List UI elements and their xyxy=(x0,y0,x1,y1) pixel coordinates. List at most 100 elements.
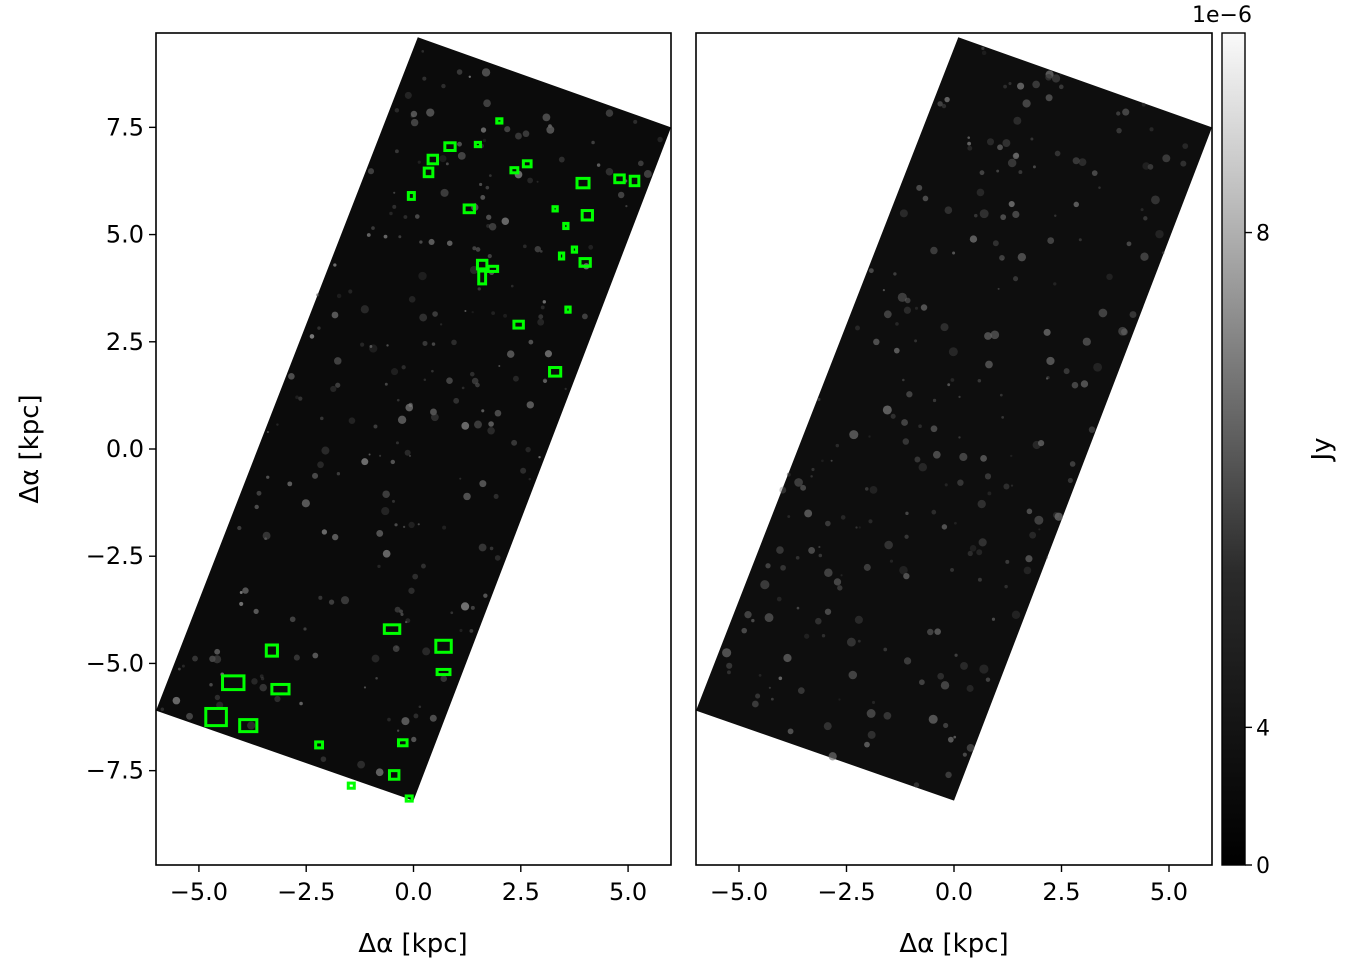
emission-blob xyxy=(958,395,961,399)
emission-blob xyxy=(914,456,921,463)
emission-blob xyxy=(990,330,1000,340)
emission-blob xyxy=(478,543,487,552)
colorbar-gradient xyxy=(1221,32,1246,866)
emission-blob xyxy=(979,170,985,176)
emission-blob xyxy=(392,204,397,209)
region-box xyxy=(382,623,402,635)
emission-blob xyxy=(811,467,815,472)
emission-blob xyxy=(768,686,771,689)
emission-blob xyxy=(287,481,293,487)
emission-blob xyxy=(950,378,955,382)
region-box xyxy=(564,305,572,314)
emission-blob xyxy=(431,342,436,346)
emission-blob xyxy=(1010,454,1013,458)
emission-blob xyxy=(460,602,470,611)
emission-blob xyxy=(536,180,539,183)
region-box xyxy=(434,638,453,654)
region-box xyxy=(580,209,594,222)
region-box xyxy=(475,258,489,271)
emission-blob xyxy=(414,214,420,219)
emission-blob xyxy=(526,401,534,409)
emission-blob xyxy=(381,506,390,516)
emission-blob xyxy=(470,605,475,610)
emission-blob xyxy=(928,714,938,724)
emission-blob xyxy=(1116,127,1122,134)
emission-blob xyxy=(973,213,978,218)
emission-blob xyxy=(591,140,595,145)
emission-blob xyxy=(1004,584,1008,589)
emission-blob xyxy=(421,563,426,569)
emission-blob xyxy=(247,721,256,730)
emission-blob xyxy=(375,676,378,680)
emission-blob xyxy=(903,306,912,314)
emission-blob xyxy=(515,132,522,140)
emission-blob xyxy=(985,360,993,369)
emission-blob xyxy=(1037,440,1045,447)
emission-blob xyxy=(944,206,953,215)
x-tick-label: 0.0 xyxy=(935,878,973,906)
emission-blob xyxy=(1010,484,1014,487)
emission-blob xyxy=(391,368,399,376)
emission-blob xyxy=(797,687,805,694)
emission-blob xyxy=(239,601,244,606)
emission-blob xyxy=(997,287,1000,290)
emission-blob xyxy=(830,459,833,462)
emission-blob xyxy=(546,125,555,134)
region-box xyxy=(512,319,525,330)
emission-blob xyxy=(866,709,876,718)
emission-blob xyxy=(192,655,198,662)
emission-blob xyxy=(312,472,319,479)
emission-blob xyxy=(558,156,565,163)
emission-blob xyxy=(186,712,193,720)
emission-blob xyxy=(538,455,541,459)
emission-blob xyxy=(396,729,400,732)
emission-blob xyxy=(954,653,958,657)
emission-blob xyxy=(430,408,437,416)
emission-blob xyxy=(751,700,759,708)
emission-blob xyxy=(913,782,920,788)
emission-blob xyxy=(821,459,824,463)
emission-blob xyxy=(940,681,950,690)
emission-blob xyxy=(494,555,501,561)
emission-blob xyxy=(402,525,406,529)
emission-blob xyxy=(371,226,375,230)
emission-blob xyxy=(903,657,912,665)
region-box xyxy=(264,643,279,658)
emission-blob xyxy=(948,347,958,357)
x-tick-label: −2.5 xyxy=(817,878,875,906)
emission-blob xyxy=(483,99,491,108)
region-box xyxy=(578,257,592,268)
emission-blob xyxy=(368,453,371,456)
emission-blob xyxy=(408,296,416,303)
region-box xyxy=(486,264,500,273)
region-box xyxy=(443,141,457,153)
emission-blob xyxy=(1098,308,1108,318)
emission-blob xyxy=(787,728,794,735)
left-x-ticks: −5.0 −2.5 0.0 2.5 5.0 xyxy=(170,865,647,906)
emission-blob xyxy=(992,240,999,247)
emission-blob xyxy=(1034,515,1044,525)
emission-blob xyxy=(403,215,408,219)
emission-blob xyxy=(977,577,982,582)
y-tick-label: −5.0 xyxy=(86,649,144,677)
right-image-footprint xyxy=(696,37,1212,801)
emission-blob xyxy=(633,119,638,124)
emission-blob xyxy=(979,209,989,219)
emission-blob xyxy=(461,386,465,390)
emission-blob xyxy=(897,292,907,302)
emission-blob xyxy=(957,479,964,486)
emission-blob xyxy=(1026,508,1033,515)
emission-blob xyxy=(1029,531,1037,539)
emission-blob xyxy=(418,705,422,709)
emission-blob xyxy=(997,144,1003,151)
emission-blob xyxy=(991,617,996,621)
emission-blob xyxy=(321,446,330,455)
emission-blob xyxy=(538,314,544,320)
emission-blob xyxy=(899,209,908,218)
left-y-axis-label: Δα [kpc] xyxy=(15,394,45,503)
region-box xyxy=(575,176,591,190)
emission-blob xyxy=(1001,415,1005,419)
emission-blob xyxy=(382,490,390,498)
emission-blob xyxy=(930,246,938,255)
